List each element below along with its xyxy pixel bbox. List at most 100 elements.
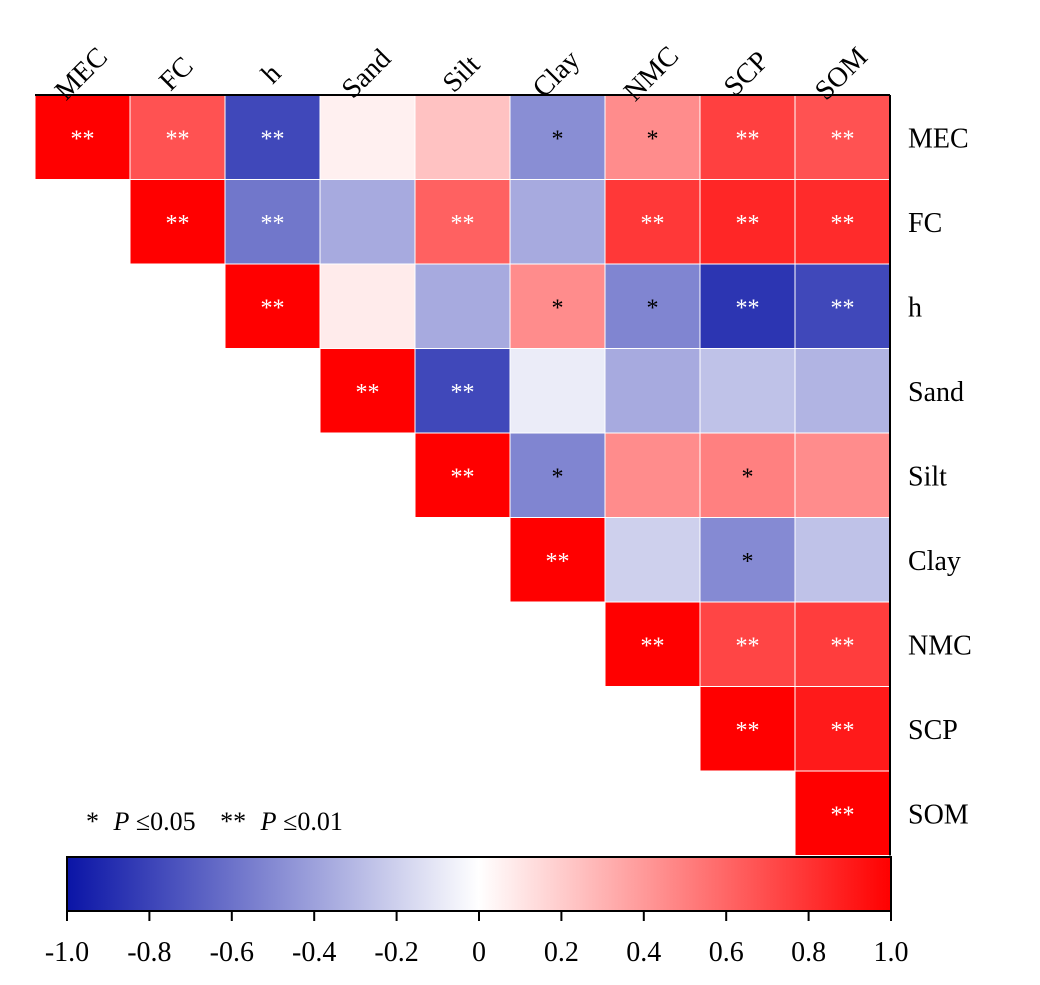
heatmap-cell-h-h — [224, 263, 321, 349]
heatmap-cell-fc-nmc — [604, 179, 701, 265]
significance-mark: ** — [261, 295, 285, 321]
row-labels: MEC FC h Sand Silt Clay NMC SCP SOM — [908, 123, 972, 830]
heatmap-cell-som-som — [794, 770, 891, 856]
row-label-clay: Clay — [908, 546, 961, 577]
column-label-fc: FC — [153, 51, 199, 97]
colorbar-tick-label: 0.4 — [626, 937, 661, 968]
heatmap-cell-scp-scp — [699, 686, 796, 772]
significance-mark: * — [647, 295, 659, 321]
legend-single-p: P — [113, 807, 130, 836]
heatmap-cell-fc-fc — [129, 179, 226, 265]
significance-mark: ** — [166, 126, 190, 152]
heatmap-cell-mec-silt — [414, 94, 511, 180]
row-label-sand: Sand — [908, 377, 964, 408]
significance-mark: ** — [451, 211, 475, 237]
significance-mark: ** — [831, 211, 855, 237]
colorbar-tick-label: -0.4 — [292, 937, 336, 968]
significance-mark: * — [552, 464, 564, 490]
heatmap-cell-clay-scp — [699, 517, 796, 603]
significance-mark: ** — [831, 718, 855, 744]
significance-mark: ** — [451, 464, 475, 490]
significance-mark: ** — [546, 549, 570, 575]
heatmap-cell-mec-sand — [319, 94, 416, 180]
significance-mark: ** — [736, 633, 760, 659]
heatmap-frame — [35, 94, 891, 856]
row-label-som: SOM — [908, 799, 969, 830]
heatmap-cell-silt-som — [794, 432, 891, 518]
legend-double-threshold: ≤0.01 — [283, 807, 343, 836]
heatmap-cell-mec-mec — [34, 94, 131, 180]
significance-mark: ** — [736, 718, 760, 744]
heatmap-cell-clay-nmc — [604, 517, 701, 603]
heatmap-cell-mec-clay — [509, 94, 606, 180]
heatmap-cell-silt-nmc — [604, 432, 701, 518]
significance-mark: ** — [166, 211, 190, 237]
significance-mark: ** — [261, 211, 285, 237]
significance-mark: ** — [736, 211, 760, 237]
legend-double-p: P — [260, 807, 277, 836]
significance-mark: * — [552, 295, 564, 321]
colorbar-tick-label: 1.0 — [874, 937, 909, 968]
heatmap-cell-fc-clay — [509, 179, 606, 265]
column-label-silt: Silt — [437, 49, 487, 99]
heatmap-cell-h-nmc — [604, 263, 701, 349]
significance-mark: ** — [641, 211, 665, 237]
significance-mark: ** — [451, 380, 475, 406]
heatmap-cell-fc-sand — [319, 179, 416, 265]
significance-mark: ** — [831, 295, 855, 321]
colorbar-tick-label: 0.2 — [544, 937, 579, 968]
significance-mark: * — [552, 126, 564, 152]
heatmap-cell-sand-scp — [699, 348, 796, 434]
colorbar-tick-label: -0.2 — [374, 937, 418, 968]
colorbar-tick-label: -0.6 — [210, 937, 254, 968]
row-label-scp: SCP — [908, 715, 958, 746]
heatmap-cells — [34, 94, 891, 856]
legend-double-mark: ** — [220, 807, 246, 836]
significance-mark: ** — [831, 802, 855, 828]
legend-single-threshold: ≤0.05 — [136, 807, 196, 836]
significance-mark: ** — [831, 126, 855, 152]
heatmap-cell-fc-scp — [699, 179, 796, 265]
colorbar-tick-label: 0.6 — [709, 937, 744, 968]
colorbar-tick-label: 0.8 — [791, 937, 826, 968]
colorbar-tick-label: -0.8 — [127, 937, 171, 968]
heatmap-cell-fc-silt — [414, 179, 511, 265]
significance-mark: ** — [356, 380, 380, 406]
legend-single-mark: * — [86, 807, 99, 836]
heatmap-cell-clay-clay — [509, 517, 606, 603]
colorbar-tick-label: 0 — [472, 937, 486, 968]
column-label-h: h — [256, 58, 288, 90]
colorbar-tick-label: -1.0 — [45, 937, 89, 968]
significance-mark: ** — [261, 126, 285, 152]
significance-mark: * — [647, 126, 659, 152]
significance-marks: ** ** ** * * ** **** ** ** ** ** **** * * ** **** **** * *… — [71, 126, 855, 828]
heatmap-cell-sand-clay — [509, 348, 606, 434]
significance-mark: * — [742, 464, 754, 490]
column-label-scp: SCP — [718, 45, 775, 102]
row-label-silt: Silt — [908, 461, 947, 492]
heatmap-cell-h-scp — [699, 263, 796, 349]
heatmap-cell-clay-som — [794, 517, 891, 603]
row-label-fc: FC — [908, 208, 942, 239]
colorbar-ticks: -1.0 -0.8 -0.6 -0.4 -0.2 0 0.2 0.4 0.6 0.8 1.0 — [45, 911, 909, 968]
significance-mark: ** — [736, 126, 760, 152]
significance-mark: * — [742, 549, 754, 575]
heatmap-cell-sand-nmc — [604, 348, 701, 434]
heatmap-cell-silt-silt — [414, 432, 511, 518]
heatmap-cell-h-clay — [509, 263, 606, 349]
colorbar: -1.0 -0.8 -0.6 -0.4 -0.2 0 0.2 0.4 0.6 0.8 1.0 — [45, 856, 909, 968]
heatmap-cell-mec-scp — [699, 94, 796, 180]
colorbar-gradient — [66, 856, 892, 912]
heatmap-cell-fc-som — [794, 179, 891, 265]
heatmap-cell-sand-sand — [319, 348, 416, 434]
significance-mark: ** — [736, 295, 760, 321]
heatmap-cell-nmc-som — [794, 601, 891, 687]
row-label-mec: MEC — [908, 123, 969, 154]
row-label-nmc: NMC — [908, 630, 972, 661]
significance-mark: ** — [831, 633, 855, 659]
heatmap-cell-sand-som — [794, 348, 891, 434]
heatmap-cell-h-sand — [319, 263, 416, 349]
significance-legend: * P ≤0.05 ** P ≤0.01 — [86, 807, 343, 836]
heatmap-cell-nmc-nmc — [604, 601, 701, 687]
